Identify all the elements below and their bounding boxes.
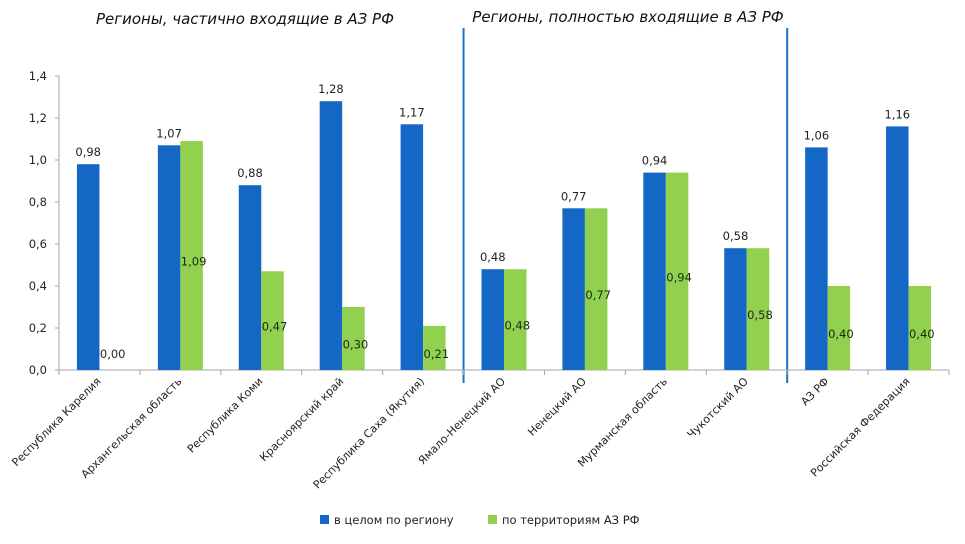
x-category-label: Ненецкий АО bbox=[525, 375, 589, 439]
bar-region-total bbox=[724, 248, 747, 370]
bar-arctic-territories bbox=[827, 286, 851, 370]
bar-region-total bbox=[319, 101, 343, 370]
bar-arctic-territories bbox=[504, 269, 527, 370]
bar-arctic-territories bbox=[180, 141, 203, 370]
y-tick-label: 0,0 bbox=[29, 363, 47, 377]
data-label-region-total: 1,17 bbox=[399, 105, 425, 119]
y-tick-label: 1,4 bbox=[29, 69, 47, 83]
data-label-region-total: 0,77 bbox=[561, 189, 587, 203]
bar-arctic-territories bbox=[584, 208, 608, 370]
data-label-arctic-territories: 0,21 bbox=[424, 347, 450, 361]
data-label-region-total: 1,06 bbox=[804, 128, 830, 142]
x-category-label: АЗ РФ bbox=[798, 375, 831, 408]
data-label-region-total: 0,98 bbox=[75, 145, 101, 159]
y-tick-label: 0,2 bbox=[29, 321, 47, 335]
bar-arctic-territories bbox=[746, 248, 770, 370]
bar-arctic-territories bbox=[665, 172, 689, 370]
legend-label-region-total: в целом по региону bbox=[334, 513, 454, 527]
group-title-full: Регионы, полностью входящие в АЗ РФ bbox=[472, 8, 784, 26]
data-label-arctic-territories: 0,48 bbox=[504, 319, 530, 333]
legend-swatch-blue bbox=[320, 515, 329, 524]
data-label-region-total: 1,16 bbox=[884, 107, 910, 121]
x-category-label: Республика Коми bbox=[185, 375, 266, 456]
x-category-label: Ямало-Ненецкий АО bbox=[416, 375, 509, 468]
bar-arctic-territories bbox=[908, 286, 932, 370]
y-tick-label: 0,6 bbox=[29, 237, 47, 251]
bar-arctic-territories bbox=[342, 307, 365, 370]
y-tick-label: 0,4 bbox=[29, 279, 47, 293]
data-label-region-total: 0,88 bbox=[237, 166, 263, 180]
data-label-region-total: 0,94 bbox=[642, 154, 668, 168]
group-title-partial: Регионы, частично входящие в АЗ РФ bbox=[96, 10, 394, 28]
bar-region-total bbox=[481, 269, 504, 370]
data-label-region-total: 1,28 bbox=[318, 82, 344, 96]
data-label-arctic-territories: 0,94 bbox=[666, 270, 692, 284]
bar-region-total bbox=[76, 164, 100, 370]
y-tick-label: 1,2 bbox=[29, 111, 47, 125]
legend-swatch-green bbox=[488, 515, 497, 524]
data-label-arctic-territories: 0,00 bbox=[100, 347, 126, 361]
y-tick-label: 0,8 bbox=[29, 195, 47, 209]
x-category-label: Красноярский край bbox=[257, 375, 346, 464]
data-label-region-total: 0,48 bbox=[480, 250, 506, 264]
legend: в целом по региону по территориям АЗ РФ bbox=[320, 513, 640, 527]
data-label-arctic-territories: 0,58 bbox=[747, 308, 773, 322]
legend-label-arctic-territories: по территориям АЗ РФ bbox=[502, 513, 640, 527]
data-label-arctic-territories: 0,77 bbox=[585, 288, 611, 302]
data-label-arctic-territories: 0,40 bbox=[828, 327, 854, 341]
bar-region-total bbox=[643, 172, 666, 370]
bar-region-total bbox=[805, 147, 828, 370]
bar-region-total bbox=[157, 145, 181, 370]
data-label-arctic-territories: 1,09 bbox=[181, 255, 207, 269]
bar-arctic-territories bbox=[261, 271, 284, 370]
bar-region-total bbox=[400, 124, 424, 370]
data-label-arctic-territories: 0,30 bbox=[343, 338, 369, 352]
data-label-region-total: 1,07 bbox=[156, 126, 182, 140]
bar-region-total bbox=[562, 208, 585, 370]
x-category-label: Чукотский АО bbox=[685, 375, 751, 441]
data-label-region-total: 0,58 bbox=[723, 229, 749, 243]
x-category-label: Республика Карелия bbox=[9, 375, 103, 469]
x-category-label: Мурманская область bbox=[575, 375, 670, 470]
data-label-arctic-territories: 0,40 bbox=[909, 327, 935, 341]
bar-region-total bbox=[886, 126, 909, 371]
bar-arctic-territories bbox=[423, 325, 446, 370]
data-label-arctic-territories: 0,47 bbox=[262, 320, 288, 334]
bar-region-total bbox=[238, 185, 262, 370]
y-tick-label: 1,0 bbox=[29, 153, 47, 167]
